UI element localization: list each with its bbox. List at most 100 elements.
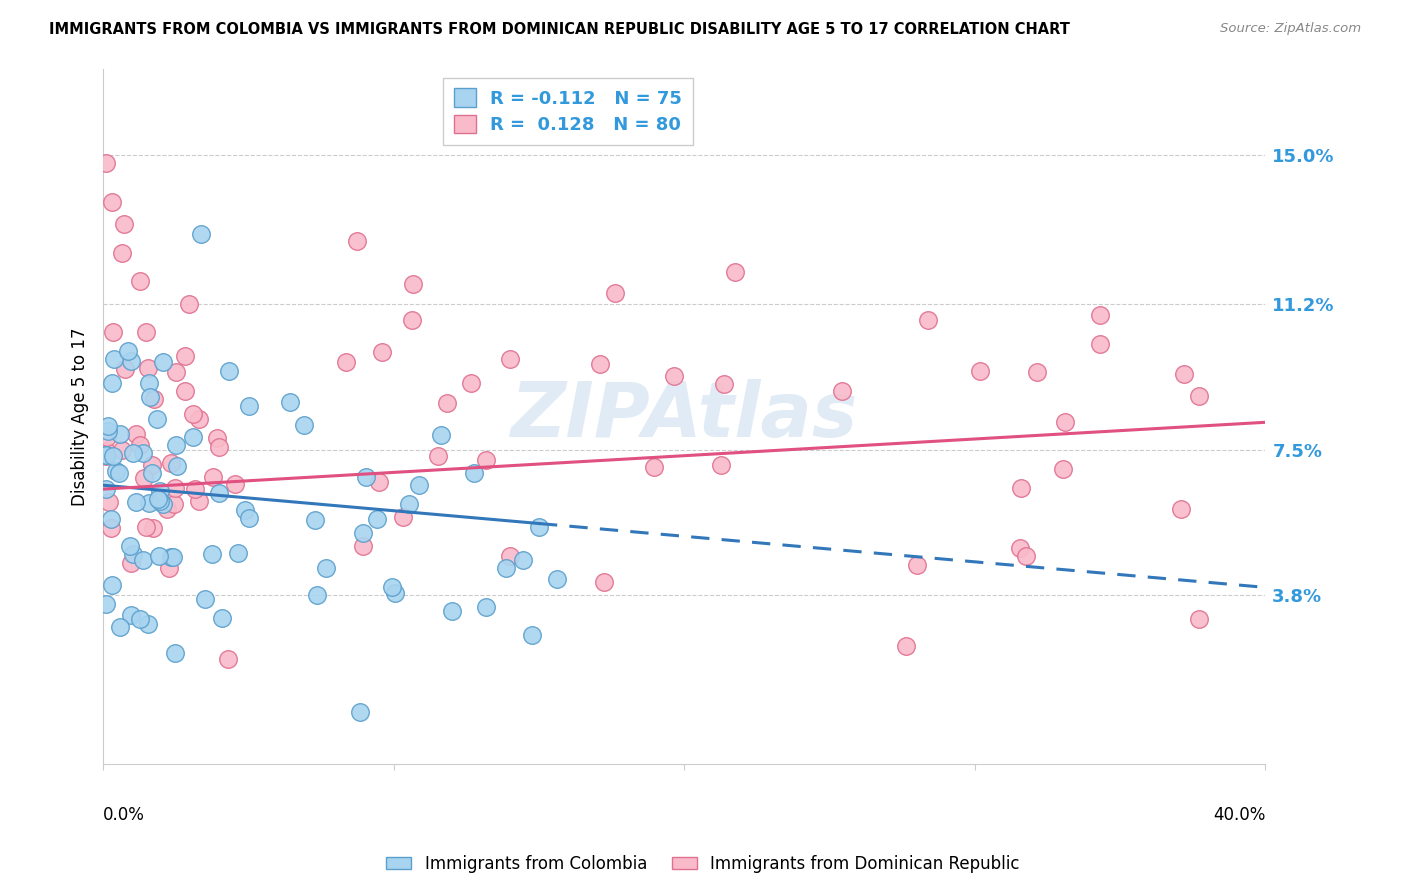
Point [165,482,187,496]
Point [238,400,260,414]
Point [132,471,155,485]
Legend: Immigrants from Colombia, Immigrants from Dominican Republic: Immigrants from Colombia, Immigrants fro… [380,848,1026,880]
Point [152,355,174,369]
Point [384,585,406,599]
Point [217,652,239,666]
Point [112,217,135,231]
Point [94,156,117,170]
Point [166,458,188,473]
Point [436,396,458,410]
Point [1188,389,1211,403]
Point [131,446,153,460]
Point [315,560,337,574]
Point [710,458,733,473]
Point [233,502,256,516]
Point [98,494,121,508]
Point [662,369,685,384]
Point [120,607,142,622]
Point [96,424,118,438]
Point [174,349,197,363]
Point [135,325,157,339]
Point [108,427,131,442]
Point [401,313,423,327]
Point [1010,541,1032,555]
Point [131,553,153,567]
Point [512,553,534,567]
Point [107,466,129,480]
Point [105,464,128,478]
Point [162,549,184,564]
Point [125,495,148,509]
Point [346,235,368,249]
Point [408,478,430,492]
Point [94,443,117,458]
Point [527,520,550,534]
Point [142,521,165,535]
Point [152,497,174,511]
Point [391,510,413,524]
Point [94,449,117,463]
Point [1088,337,1111,351]
Point [165,437,187,451]
Point [110,620,132,634]
Point [136,617,159,632]
Point [475,600,498,615]
Point [1052,462,1074,476]
Point [141,458,163,472]
Point [100,521,122,535]
Text: Source: ZipAtlas.com: Source: ZipAtlas.com [1220,22,1361,36]
Point [122,547,145,561]
Point [156,501,179,516]
Point [307,588,329,602]
Legend: R = -0.112   N = 75, R =  0.128   N = 80: R = -0.112 N = 75, R = 0.128 N = 80 [443,78,693,145]
Point [354,470,377,484]
Point [1026,365,1049,379]
Point [211,611,233,625]
Point [138,391,160,405]
Point [94,597,117,611]
Point [440,604,463,618]
Y-axis label: Disability Age 5 to 17: Disability Age 5 to 17 [72,327,89,506]
Point [125,426,148,441]
Point [100,376,122,391]
Point [146,411,169,425]
Point [831,384,853,399]
Point [499,352,522,367]
Point [148,491,170,506]
Point [201,470,224,484]
Point [593,574,616,589]
Point [304,513,326,527]
Point [103,352,125,367]
Point [159,560,181,574]
Point [120,557,142,571]
Point [713,376,735,391]
Point [129,438,152,452]
Point [165,646,187,660]
Point [1173,368,1195,382]
Point [605,285,627,300]
Point [94,448,117,462]
Point [160,549,183,564]
Point [190,227,212,241]
Point [495,561,517,575]
Point [208,486,231,500]
Point [118,539,141,553]
Point [475,453,498,467]
Point [371,344,394,359]
Point [278,395,301,409]
Point [94,450,117,464]
Point [205,431,228,445]
Point [546,572,568,586]
Point [499,549,522,563]
Text: IMMIGRANTS FROM COLOMBIA VS IMMIGRANTS FROM DOMINICAN REPUBLIC DISABILITY AGE 5 : IMMIGRANTS FROM COLOMBIA VS IMMIGRANTS F… [49,22,1070,37]
Point [208,440,231,454]
Text: ZIPAtlas: ZIPAtlas [510,379,858,453]
Point [159,456,181,470]
Point [463,467,485,481]
Point [138,495,160,509]
Point [460,376,482,390]
Point [128,612,150,626]
Point [163,498,186,512]
Point [194,592,217,607]
Point [101,195,124,210]
